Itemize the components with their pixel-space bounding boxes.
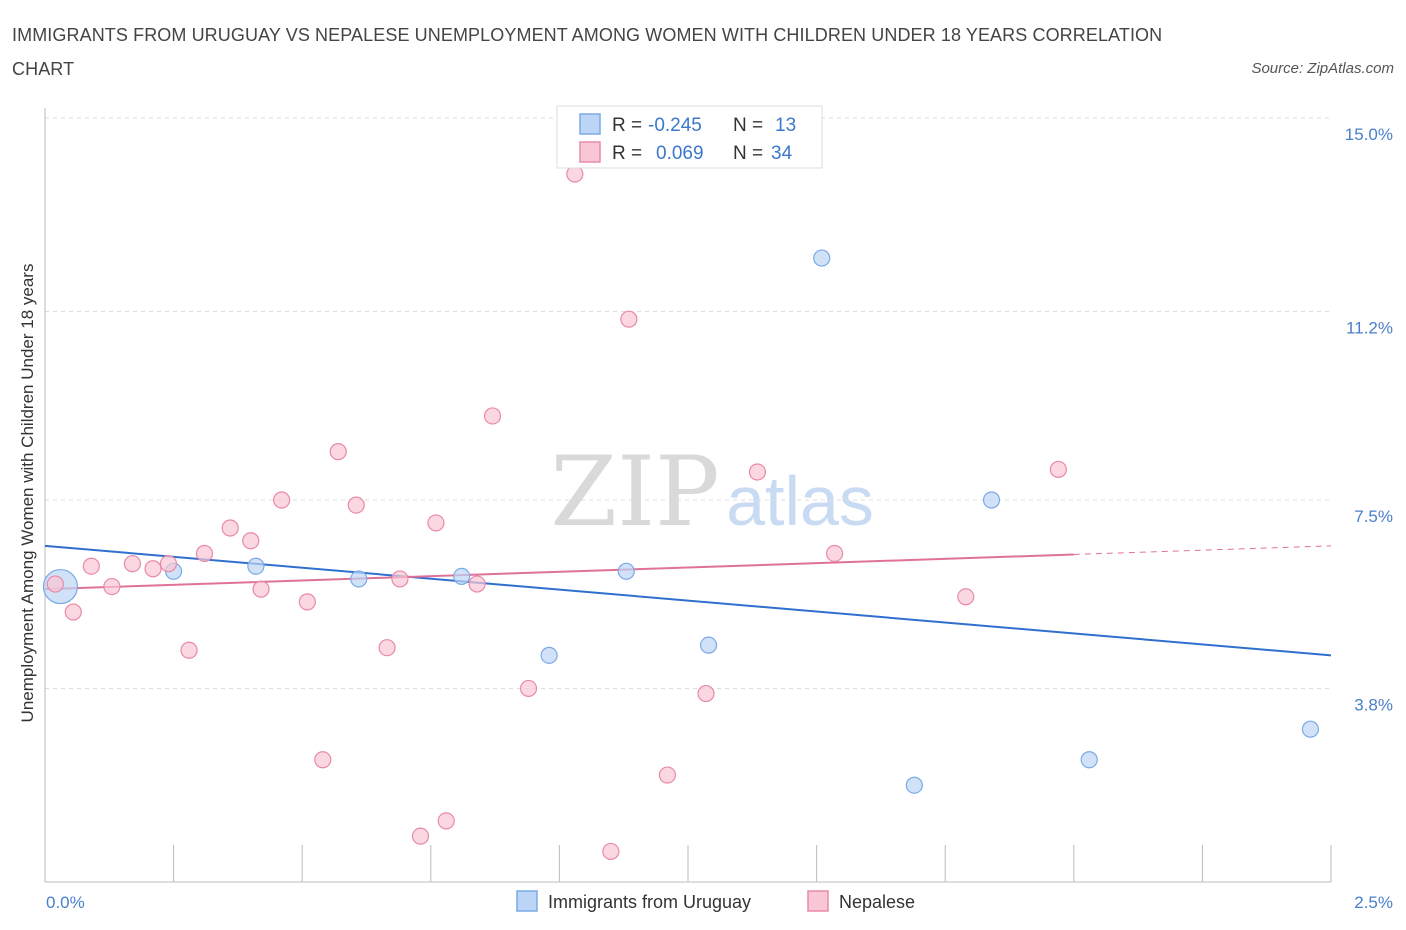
watermark-zip: ZIP (550, 436, 719, 548)
data-point-blue-4 (453, 567, 471, 586)
y-axis-title: Unemployment Among Women with Children U… (18, 264, 37, 723)
data-point-pink-21 (437, 812, 455, 830)
data-point-blue-9 (905, 776, 923, 794)
legend-n-label-uruguay: N = (733, 115, 763, 136)
data-points (42, 165, 1320, 861)
bottom-legend-label-uruguay: Immigrants from Uruguay (548, 892, 751, 912)
legend-n-label-nepalese: N = (733, 143, 763, 164)
data-point-pink-5 (144, 560, 162, 578)
data-point-pink-3 (103, 577, 121, 596)
legend-r-label-uruguay: R = (612, 115, 642, 136)
y-tick-label: 11.2% (1346, 319, 1393, 338)
trend-line-1 (44, 553, 1074, 591)
data-point-pink-14 (314, 751, 332, 769)
data-point-pink-2 (82, 557, 100, 575)
data-point-blue-6 (617, 562, 635, 580)
y-tick-label: 7.5% (1354, 507, 1393, 526)
legend-r-value-uruguay: -0.245 (648, 115, 702, 136)
data-point-pink-18 (391, 570, 409, 588)
data-point-pink-29 (697, 684, 715, 703)
legend-swatch-nepalese (579, 141, 601, 163)
data-point-pink-15 (329, 443, 347, 461)
data-point-pink-17 (378, 639, 396, 657)
bottom-legend-swatch-nepalese (807, 890, 829, 912)
watermark-atlas: atlas (726, 462, 874, 540)
x-tick-label: 0.0% (46, 893, 85, 912)
legend-r-label-nepalese: R = (612, 143, 642, 164)
axes (44, 108, 1332, 883)
data-point-pink-4 (123, 555, 142, 573)
data-point-blue-3 (350, 570, 368, 588)
data-point-blue-7 (699, 636, 718, 654)
data-point-pink-24 (519, 679, 538, 698)
data-point-pink-7 (180, 641, 198, 659)
trend-line-extension-1 (1073, 545, 1332, 555)
data-point-pink-22 (468, 575, 486, 593)
grid-lines (45, 117, 1331, 689)
trend-lines (44, 544, 1332, 657)
legend-r-value-nepalese: 0.069 (656, 143, 704, 164)
data-point-pink-0 (46, 575, 64, 593)
data-point-blue-5 (540, 646, 558, 664)
data-point-pink-8 (195, 544, 214, 563)
data-point-pink-13 (298, 593, 316, 611)
data-point-pink-10 (242, 532, 260, 550)
data-point-blue-11 (1080, 751, 1098, 769)
data-point-pink-33 (1049, 460, 1067, 479)
data-point-blue-12 (1301, 720, 1320, 738)
data-point-pink-27 (620, 310, 638, 328)
data-point-pink-32 (957, 588, 975, 606)
source-label: Source: ZipAtlas.com (1251, 60, 1394, 77)
data-point-pink-6 (159, 555, 178, 573)
data-point-pink-9 (221, 519, 239, 537)
data-point-pink-12 (273, 491, 291, 509)
bottom-legend-swatch-uruguay (516, 890, 538, 912)
data-point-blue-10 (982, 491, 1001, 509)
x-tick-labels: 0.0% 2.5% (46, 893, 1393, 912)
data-point-pink-26 (602, 842, 620, 861)
data-point-pink-28 (658, 766, 677, 784)
data-point-pink-23 (483, 407, 502, 425)
data-point-pink-20 (427, 514, 445, 532)
x-tick-label: 2.5% (1354, 893, 1393, 912)
trend-line-0 (44, 544, 1332, 657)
data-point-pink-1 (64, 603, 82, 621)
legend-n-value-uruguay: 13 (775, 115, 796, 136)
data-point-pink-19 (411, 827, 430, 845)
data-point-blue-2 (247, 557, 265, 575)
legend-n-value-nepalese: 34 (771, 143, 793, 164)
data-point-pink-30 (748, 463, 767, 481)
legend-swatch-uruguay (579, 113, 601, 135)
data-point-pink-16 (347, 496, 365, 514)
chart-title: IMMIGRANTS FROM URUGUAY VS NEPALESE UNEM… (12, 25, 1163, 79)
bottom-legend: Immigrants from Uruguay Nepalese (516, 890, 915, 912)
y-tick-label: 3.8% (1354, 695, 1393, 714)
bottom-legend-label-nepalese: Nepalese (839, 892, 915, 912)
data-point-pink-11 (252, 580, 270, 598)
data-point-pink-31 (826, 544, 844, 563)
y-tick-label: 15.0% (1345, 125, 1393, 144)
y-tick-labels: 3.8% 7.5% 11.2% 15.0% (1345, 125, 1393, 714)
top-legend: R = -0.245 N = 13 R = 0.069 N = 34 (556, 105, 823, 169)
data-point-blue-8 (813, 249, 831, 267)
